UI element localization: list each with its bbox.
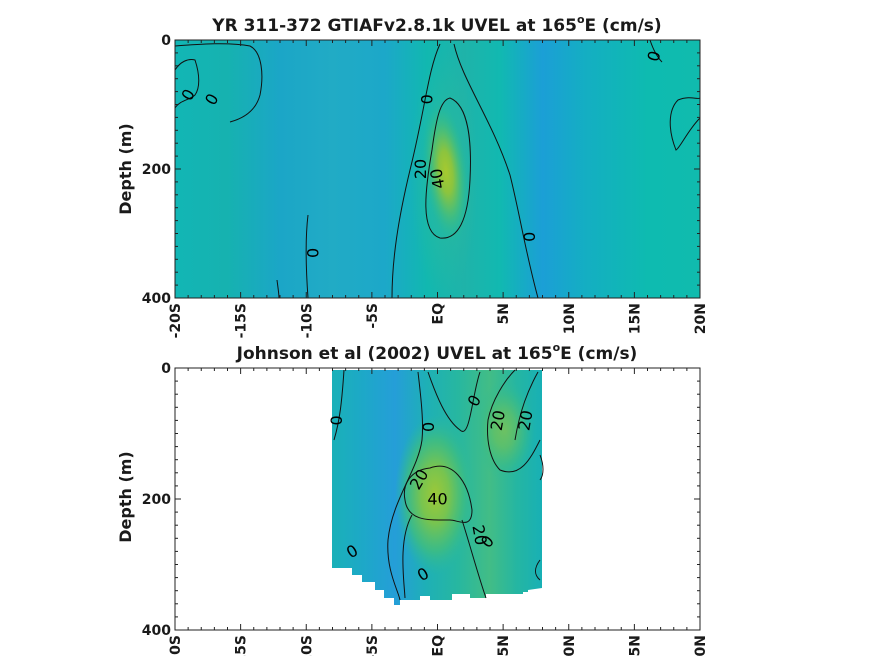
contour-label: 0 (644, 49, 665, 64)
x-tick-label: -5S (365, 635, 381, 656)
contour-label: 40 (427, 490, 447, 509)
x-tick-label: 20N (693, 303, 709, 334)
y-tick-label: 0 (161, 33, 171, 49)
panel2-field (332, 369, 544, 605)
y-tick-label: 0 (161, 361, 171, 377)
x-tick-label: 10N (562, 635, 578, 656)
contour-label: 40 (426, 167, 448, 190)
contour-label: 20 (487, 409, 509, 432)
panel-model: YR 311-372 GTIAFv2.8.1k UVEL at 165oE (c… (116, 13, 709, 338)
contour-label: 0 (418, 94, 437, 104)
x-tick-label: 5N (496, 303, 512, 324)
x-tick-label: 20N (693, 635, 709, 656)
y-tick-label: 400 (142, 623, 171, 639)
x-tick-label: -20S (168, 303, 184, 338)
x-tick-label: 15N (627, 635, 643, 656)
panel1-xticks: -20S -15S -10S -5S EQ 5N 10N 15N 20N (168, 40, 709, 338)
contour-label: 0 (520, 232, 539, 242)
y-tick-label: 200 (142, 162, 171, 178)
x-tick-label: -10S (299, 303, 315, 338)
x-tick-label: -20S (168, 635, 184, 656)
x-tick-label: -5S (365, 303, 381, 329)
panel2-xticks: -20S -15S -10S -5S EQ 5N 10N 15N 20N (168, 368, 709, 656)
panel1-title: YR 311-372 GTIAFv2.8.1k UVEL at 165oE (c… (211, 13, 661, 36)
contour-label: 20 (411, 159, 430, 179)
contour-label: 0 (327, 415, 346, 425)
contour-label: 20 (514, 409, 536, 432)
x-tick-label: 5N (496, 635, 512, 656)
panel-observations: Johnson et al (2002) UVEL at 165oE (cm/s… (116, 341, 709, 656)
x-tick-label: -15S (234, 303, 250, 338)
x-tick-label: 15N (627, 303, 643, 334)
x-tick-label: 10N (562, 303, 578, 334)
contour-label: 20 (468, 523, 490, 546)
x-tick-label: -10S (299, 635, 315, 656)
y-tick-label: 400 (142, 291, 171, 307)
panel2-title: Johnson et al (2002) UVEL at 165oE (cm/s… (236, 341, 638, 364)
y-tick-label: 200 (142, 492, 171, 508)
x-tick-label: -15S (234, 635, 250, 656)
x-tick-label: EQ (431, 303, 447, 325)
panel2-ylabel: Depth (m) (116, 451, 135, 543)
panel1-field (175, 40, 700, 298)
contour-label: 0 (303, 248, 322, 258)
panel1-ylabel: Depth (m) (116, 123, 135, 215)
contour-label: 0 (419, 422, 438, 432)
x-tick-label: EQ (431, 635, 447, 656)
